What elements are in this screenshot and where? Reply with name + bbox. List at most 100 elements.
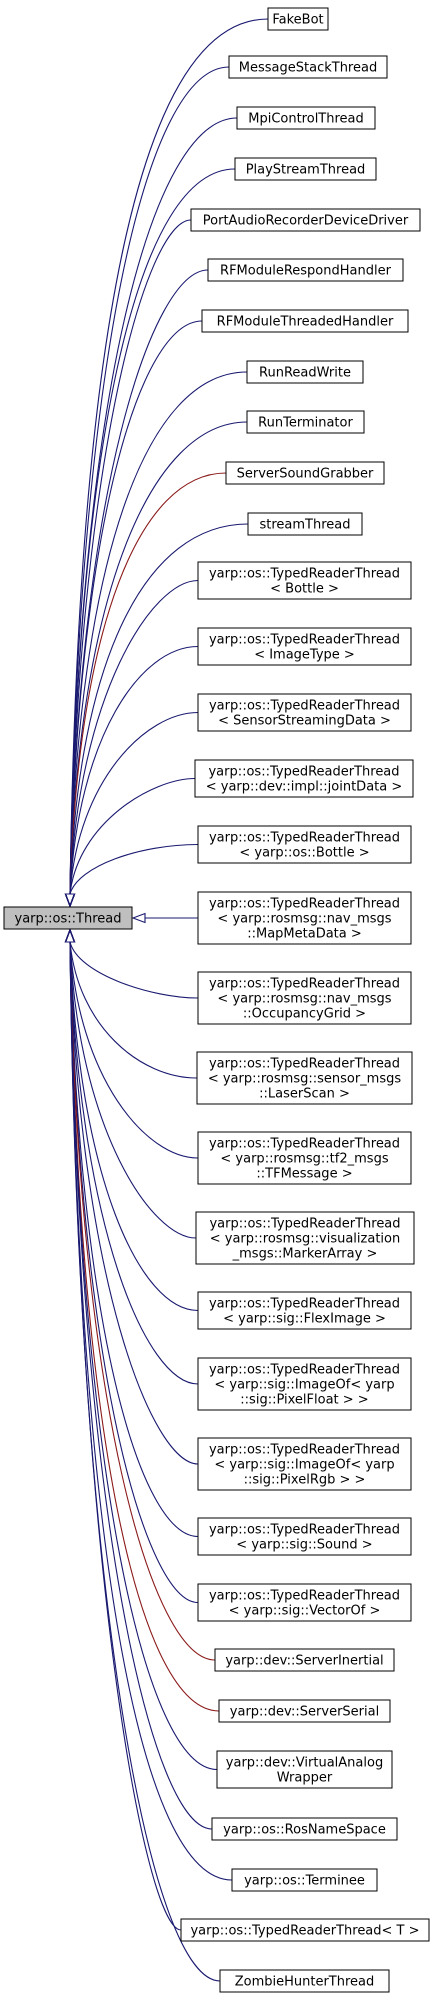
class-label-line: _msgs::MarkerArray > (232, 1247, 378, 1262)
class-node[interactable]: MessageStackThread (228, 55, 388, 79)
class-label-line: ::LaserScan > (259, 1087, 350, 1102)
class-box (197, 627, 412, 666)
class-label-line: < yarp::rosmsg::nav_msgs (217, 992, 391, 1007)
class-node[interactable]: yarp::os::TypedReaderThread< ImageType > (197, 627, 412, 666)
class-node[interactable]: PortAudioRecorderDeviceDriver (190, 208, 421, 232)
class-node[interactable]: yarp::os::TypedReaderThread< yarp::sig::… (197, 1583, 412, 1622)
class-box (195, 1211, 415, 1265)
class-node[interactable]: RunTerminator (246, 410, 365, 434)
class-node[interactable]: yarp::os::TypedReaderThread< yarp::sig::… (197, 1357, 412, 1411)
class-box (225, 461, 385, 485)
class-node[interactable]: yarp::os::TypedReaderThread< Bottle > (197, 561, 412, 600)
class-label-line: yarp::os::TypedReaderThread (209, 567, 400, 582)
class-label-line: yarp::os::Terminee (244, 1874, 365, 1889)
class-node[interactable]: PlayStreamThread (234, 157, 377, 181)
edge-arrowhead (64, 893, 76, 908)
edge-arrowhead (64, 893, 76, 908)
class-label-line: ::OccupancyGrid > (243, 1007, 366, 1022)
class-box (197, 561, 412, 600)
class-label-line: < yarp::rosmsg::sensor_msgs (208, 1072, 402, 1087)
inheritance-edge (69, 941, 199, 1538)
class-box (197, 1131, 412, 1185)
class-box (201, 309, 409, 333)
inheritance-edge (69, 579, 199, 895)
edge-arrowhead (64, 928, 76, 943)
edge-arrowhead (64, 928, 76, 943)
edge-arrowhead (64, 893, 76, 908)
class-node[interactable]: yarp::os::TypedReaderThread< yarp::rosms… (195, 1211, 415, 1265)
class-node[interactable]: yarp::os::TypedReaderThread< yarp::dev::… (194, 759, 414, 798)
class-label-line: yarp::os::RosNameSpace (223, 1823, 386, 1838)
class-node[interactable]: yarp::os::TypedReaderThread< yarp::rosms… (197, 971, 412, 1025)
edge-arrowhead (64, 928, 76, 943)
class-label-line: MpiControlThread (248, 112, 364, 127)
class-node[interactable]: ServerSoundGrabber (225, 461, 385, 485)
inheritance-edge (69, 320, 203, 895)
class-node[interactable]: MpiControlThread (236, 106, 376, 130)
class-box (218, 1699, 391, 1723)
class-box (216, 1750, 393, 1789)
class-node[interactable]: yarp::os::TypedReaderThread< yarp::sig::… (197, 1437, 412, 1491)
class-label-line: < yarp::rosmsg::tf2_msgs (220, 1152, 388, 1167)
base-class-box (3, 906, 133, 930)
class-label-line: < yarp::dev::impl::jointData > (206, 780, 403, 795)
class-node[interactable]: streamThread (247, 512, 363, 536)
class-box (219, 1969, 390, 1993)
edge-arrowhead (64, 893, 76, 908)
class-box (231, 1868, 378, 1892)
class-node[interactable]: yarp::os::Terminee (231, 1868, 378, 1892)
class-box (197, 1291, 412, 1330)
class-box (236, 106, 376, 130)
inheritance-edge (69, 941, 199, 1159)
edge-arrowhead (64, 928, 76, 943)
class-node[interactable]: ZombieHunterThread (219, 1969, 390, 1993)
class-node[interactable]: yarp::os::TypedReaderThread< yarp::rosms… (197, 1131, 412, 1185)
class-label-line: yarp::os::TypedReaderThread (208, 765, 399, 780)
class-label-line: yarp::dev::ServerInertial (225, 1654, 383, 1669)
class-box (197, 891, 412, 945)
class-box (197, 1517, 412, 1556)
class-label-line: < yarp::sig::FlexImage > (223, 1312, 386, 1327)
inheritance-edge (69, 66, 230, 895)
class-box (196, 1051, 413, 1105)
class-node[interactable]: yarp::os::TypedReaderThread< yarp::rosms… (196, 1051, 413, 1105)
class-node[interactable]: yarp::os::TypedReaderThread< yarp::rosms… (197, 891, 412, 945)
class-node[interactable]: yarp::os::TypedReaderThread< yarp::os::B… (197, 825, 412, 864)
class-label-line: yarp::os::TypedReaderThread (209, 699, 400, 714)
class-box (214, 1648, 395, 1672)
class-box (234, 157, 377, 181)
class-node[interactable]: yarp::os::RosNameSpace (211, 1817, 398, 1841)
edge-arrowhead (64, 893, 76, 908)
class-node[interactable]: yarp::os::TypedReaderThread< SensorStrea… (197, 693, 412, 732)
class-nodes: FakeBot MessageStackThread MpiControlThrea… (180, 7, 430, 1993)
class-label-line: yarp::os::TypedReaderThread (209, 897, 400, 912)
edge-arrowhead (64, 893, 76, 908)
class-node[interactable]: yarp::dev::ServerSerial (218, 1699, 391, 1723)
class-box (267, 7, 329, 31)
class-node[interactable]: yarp::os::TypedReaderThread< yarp::sig::… (197, 1291, 412, 1330)
inheritance-edge (69, 711, 199, 895)
class-label-line: yarp::dev::VirtualAnalog (226, 1756, 383, 1771)
class-node[interactable]: RunReadWrite (246, 360, 364, 384)
class-node[interactable]: RFModuleRespondHandler (207, 258, 404, 282)
edge-arrowhead (64, 928, 76, 943)
inheritance-edge (69, 941, 218, 1771)
edge-arrowhead (64, 928, 76, 943)
class-label-line: yarp::os::TypedReaderThread (209, 1057, 400, 1072)
class-node[interactable]: yarp::os::TypedReaderThread< T > (180, 1918, 430, 1942)
base-class-node[interactable]: yarp::os::Thread (3, 906, 133, 930)
class-label-line: RunReadWrite (259, 366, 351, 381)
inheritance-edge (69, 645, 199, 895)
inheritance-edge (69, 941, 213, 1830)
class-label-line: FakeBot (272, 13, 323, 28)
class-node[interactable]: RFModuleThreadedHandler (201, 309, 409, 333)
class-node[interactable]: yarp::dev::ServerInertial (214, 1648, 395, 1672)
class-box (247, 512, 363, 536)
class-node[interactable]: FakeBot (267, 7, 329, 31)
class-node[interactable]: yarp::os::TypedReaderThread< yarp::sig::… (197, 1517, 412, 1556)
edge-arrowhead (131, 912, 146, 924)
class-box (228, 55, 388, 79)
class-box (197, 1357, 412, 1411)
class-label-line: < yarp::rosmsg::visualization (210, 1232, 400, 1247)
